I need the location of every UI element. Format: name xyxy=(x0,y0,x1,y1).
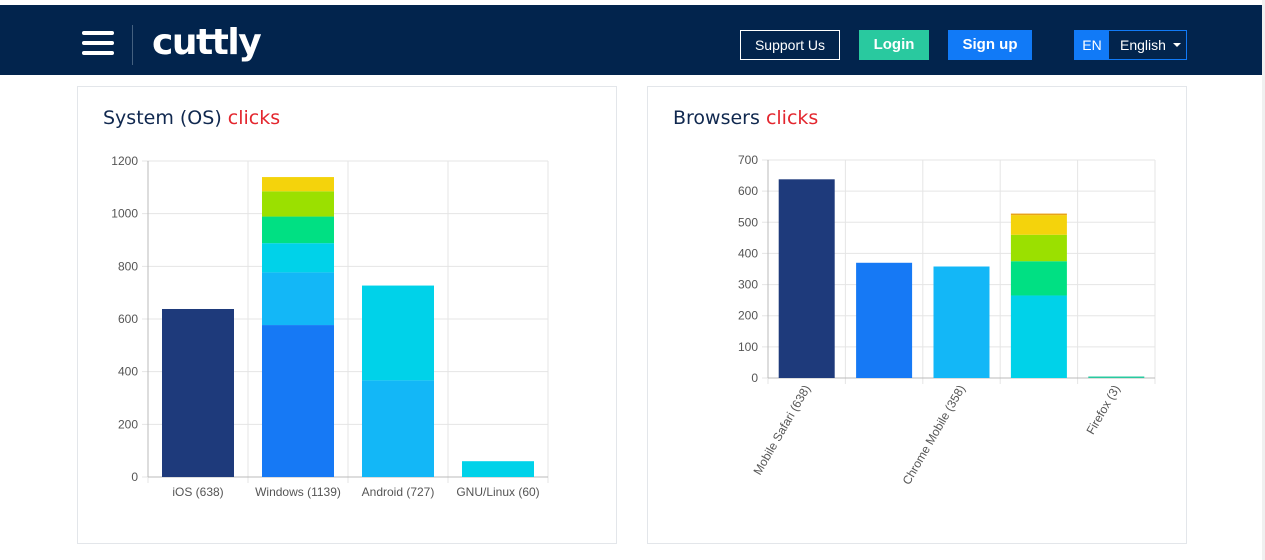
browsers-y-tick-label: 500 xyxy=(738,215,758,229)
browsers-bar-segment[interactable] xyxy=(933,266,990,378)
sign-up-button[interactable]: Sign up xyxy=(948,30,1032,60)
browsers-y-tick-label: 700 xyxy=(738,153,758,167)
logo[interactable]: cuttly xyxy=(152,22,262,63)
language-selector[interactable]: EN English xyxy=(1074,30,1187,60)
browsers-bar-segment[interactable] xyxy=(1010,215,1067,235)
os-y-tick-label: 1200 xyxy=(111,154,138,168)
os-y-tick-label: 800 xyxy=(118,259,138,273)
os-bar-segment[interactable] xyxy=(262,272,334,326)
os-bar-segment[interactable] xyxy=(362,285,434,381)
os-bar-segment[interactable] xyxy=(262,177,334,192)
os-bar-segment[interactable] xyxy=(262,216,334,244)
os-bar-segment[interactable] xyxy=(162,308,234,477)
browsers-title-accent: clicks xyxy=(765,107,819,129)
os-clicks-panel: System (OS) clicks 0 200 400 600 800 1000 1200… xyxy=(77,86,617,544)
browsers-y-tick-label: 600 xyxy=(738,184,758,198)
os-y-tick-label: 0 xyxy=(131,470,138,484)
browsers-bar-segment[interactable] xyxy=(856,262,913,378)
browsers-x-tick-label: Mobile Safari (638) xyxy=(750,383,813,478)
browsers-x-tick-label: Firefox (3) xyxy=(1083,383,1122,437)
top-navbar: cuttly Support Us Login Sign up EN Engli… xyxy=(0,5,1262,75)
page-edge xyxy=(1262,0,1265,560)
os-y-tick-label: 200 xyxy=(118,417,138,431)
browsers-y-tick-label: 400 xyxy=(738,246,758,260)
language-name: English xyxy=(1120,37,1166,53)
browsers-x-tick-label: Chrome Mobile (358) xyxy=(900,383,968,488)
browsers-panel-title: Browsers clicks xyxy=(673,107,818,129)
os-bar-segment[interactable] xyxy=(262,325,334,477)
login-button[interactable]: Login xyxy=(859,30,929,60)
os-panel-title: System (OS) clicks xyxy=(103,107,280,129)
os-bar-segment[interactable] xyxy=(362,380,434,477)
os-y-tick-label: 600 xyxy=(118,312,138,326)
browsers-y-tick-label: 200 xyxy=(738,309,758,323)
browsers-bar-segment[interactable] xyxy=(1010,213,1067,216)
os-bar-chart: 0 200 400 600 800 1000 1200 iOS (638) Windows (1… xyxy=(111,154,549,499)
os-title-main: System (OS) xyxy=(103,107,222,129)
os-y-tick-label: 1000 xyxy=(111,207,138,221)
browsers-bar-segment[interactable] xyxy=(1088,376,1145,379)
os-x-tick-label: iOS (638) xyxy=(172,485,223,499)
nav-divider xyxy=(132,25,133,65)
support-us-button[interactable]: Support Us xyxy=(740,30,840,60)
browsers-bar-segment[interactable] xyxy=(1010,295,1067,378)
browsers-bar-segment[interactable] xyxy=(778,179,835,378)
os-y-tick-label: 400 xyxy=(118,365,138,379)
menu-icon[interactable] xyxy=(82,31,114,55)
language-code: EN xyxy=(1075,31,1109,59)
os-title-accent: clicks xyxy=(227,107,281,129)
chevron-down-icon xyxy=(1173,43,1181,47)
browsers-title-main: Browsers xyxy=(673,107,760,129)
browsers-y-tick-label: 0 xyxy=(751,371,758,385)
browsers-y-tick-label: 100 xyxy=(738,340,758,354)
os-x-tick-label: Android (727) xyxy=(362,485,435,499)
browsers-clicks-panel: Browsers clicks 0 100 200 300 400 500 600 700 Mo… xyxy=(647,86,1187,544)
browsers-y-tick-label: 300 xyxy=(738,278,758,292)
os-x-tick-label: Windows (1139) xyxy=(255,485,341,499)
browsers-bar-chart: 0 100 200 300 400 500 600 700 Mobile Safari (638… xyxy=(738,153,1156,488)
browsers-bar-segment[interactable] xyxy=(1010,261,1067,296)
os-bar-segment[interactable] xyxy=(262,243,334,273)
os-bar-segment[interactable] xyxy=(262,191,334,217)
os-x-tick-label: GNU/Linux (60) xyxy=(456,485,539,499)
browsers-bar-segment[interactable] xyxy=(1010,234,1067,262)
os-bar-segment[interactable] xyxy=(462,461,534,477)
